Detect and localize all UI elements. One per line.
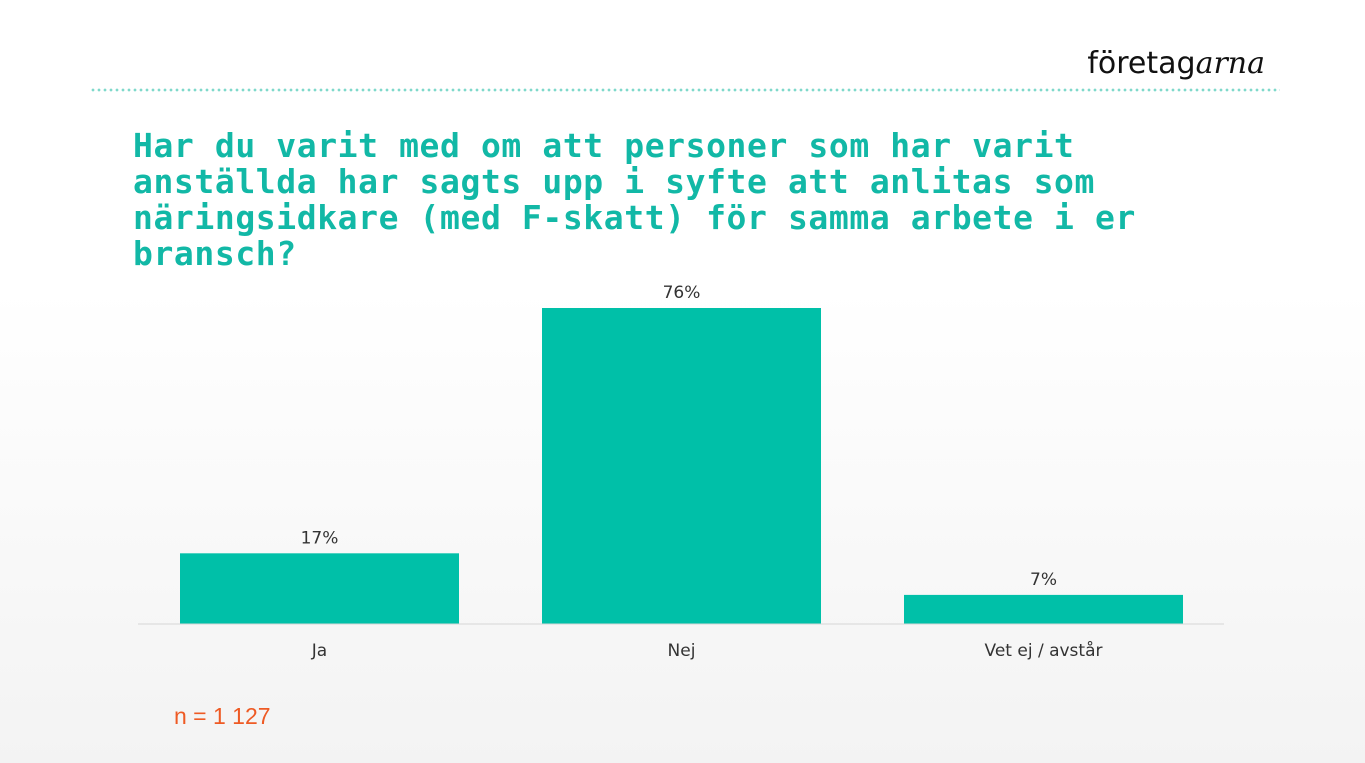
value-label-2: 7%	[1030, 570, 1057, 590]
dotted-divider	[90, 88, 1280, 92]
category-label-2: Vet ej / avstår	[985, 640, 1103, 661]
value-label-0: 17%	[301, 528, 339, 548]
value-label-1: 76%	[663, 283, 701, 303]
brand-logo-part2: arna	[1195, 46, 1265, 81]
bars-group	[180, 308, 1183, 624]
sample-size-note: n = 1 127	[174, 703, 271, 729]
category-label-1: Nej	[668, 641, 696, 661]
brand-logo-part1: företag	[1087, 46, 1196, 81]
category-label-0: Ja	[311, 641, 327, 661]
bar-2	[904, 594, 1183, 624]
brand-logo: företagarna	[1087, 46, 1265, 81]
labels-group: 17% Ja 76% Nej 7% Vet ej / avstår	[301, 283, 1103, 661]
bar-1	[542, 308, 821, 624]
chart-title: Har du varit med om att personer som har…	[133, 126, 1136, 273]
bar-0	[180, 553, 459, 624]
